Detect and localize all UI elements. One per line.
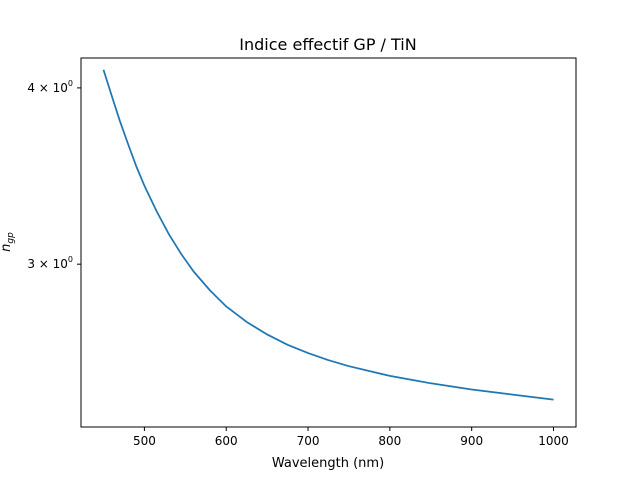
y-axis-label-sub: gp [6,232,16,244]
x-tick-label: 900 [460,434,483,448]
y-tick-label: 4 × 100 [27,79,73,95]
x-axis-label: Wavelength (nm) [272,456,384,471]
y-axis-ticks: 4 × 100 3 × 100 [27,79,81,271]
x-axis-ticks: 500 600 700 800 900 1000 [133,427,569,448]
x-tick-label: 500 [133,434,156,448]
x-tick-label: 1000 [538,434,569,448]
x-tick-label: 800 [378,434,401,448]
y-axis-label: ngp [0,232,16,252]
series-line-n-gp [104,70,554,400]
chart-title: Indice effectif GP / TiN [239,35,416,54]
x-tick-label: 700 [297,434,320,448]
plot-area [81,58,576,427]
x-tick-label: 600 [215,434,238,448]
y-axis-label-base: n [0,244,14,252]
y-tick-label: 3 × 100 [27,255,73,271]
